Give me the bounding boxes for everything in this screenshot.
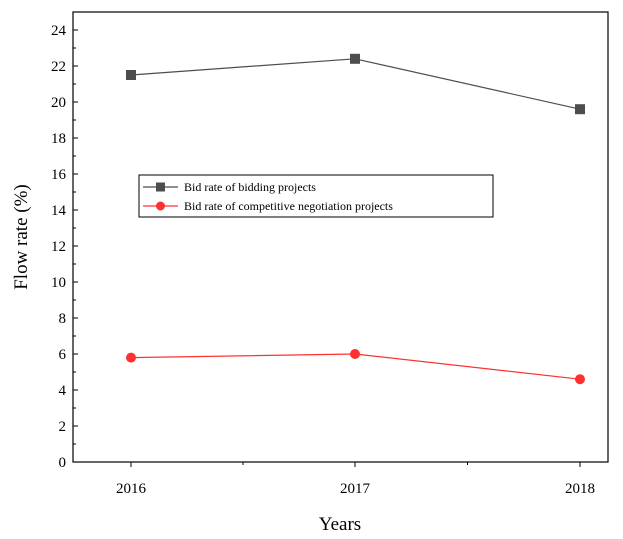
series-line [130,58,581,110]
data-point [575,104,585,115]
y-tick-label: 20 [51,95,66,111]
y-tick-label: 0 [59,455,67,471]
data-point [575,374,585,385]
series-0 [126,53,585,115]
legend-box [138,174,494,218]
x-tick-label: 2016 [116,481,147,497]
legend: Bid rate of bidding projects Bid rate of … [138,174,494,218]
plot-frame [72,11,609,463]
legend-marker [156,201,165,211]
data-point [126,352,136,363]
legend-label: Bid rate of bidding projects [184,180,316,194]
x-tick-label: 2018 [565,481,595,497]
y-tick-label: 14 [51,203,67,219]
y-tick-label: 24 [51,23,67,39]
y-axis-title: Flow rate (%) [11,184,32,290]
y-tick-label: 18 [51,131,66,147]
x-axis: 2016 2017 2018 [116,462,595,497]
y-tick-label: 12 [51,239,66,255]
data-point [350,53,360,64]
x-tick-label: 2017 [340,481,371,497]
series-layer [126,53,585,385]
data-point [350,349,360,359]
y-tick-label: 10 [51,275,66,291]
data-point [126,70,136,80]
y-tick-label: 16 [51,167,67,183]
y-tick-label: 8 [59,311,67,327]
y-tick-label: 6 [59,347,67,363]
x-axis-title: Years [319,514,361,534]
y-tick-label: 22 [51,59,66,75]
y-tick-label: 4 [59,383,67,399]
legend-marker [156,182,165,192]
series-1 [126,349,585,385]
y-tick-label: 2 [59,419,67,435]
legend-label: Bid rate of competitive negotiation proj… [184,199,393,213]
plot-border [72,11,609,463]
